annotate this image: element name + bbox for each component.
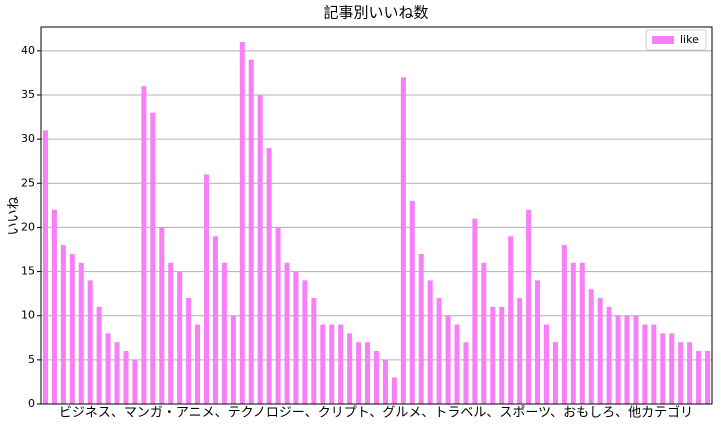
bar — [87, 280, 93, 404]
bar — [552, 342, 558, 404]
bar — [78, 262, 84, 404]
bar — [123, 351, 129, 404]
bar — [69, 253, 75, 404]
bar — [418, 253, 424, 404]
bar — [615, 315, 621, 404]
bar — [669, 333, 675, 404]
bar — [633, 315, 639, 404]
chart-title: 記事別いいね数 — [323, 4, 428, 22]
bar — [687, 342, 693, 404]
bar — [543, 324, 549, 404]
bar — [42, 130, 48, 405]
legend-swatch — [652, 36, 674, 44]
legend-box — [645, 29, 707, 51]
bar — [454, 324, 460, 404]
x-axis-label: ビジネス、マンガ・アニメ、テクノロジー、クリプト、グルメ、トラベル、スポーツ、お… — [59, 405, 693, 421]
bar — [186, 298, 192, 404]
bar — [96, 306, 102, 404]
bar — [347, 333, 353, 404]
bar — [463, 342, 469, 404]
bar — [365, 342, 371, 404]
bar — [266, 147, 272, 405]
bar — [445, 315, 451, 404]
bar — [678, 342, 684, 404]
bar — [275, 227, 281, 404]
bar — [499, 306, 505, 404]
legend-label: like — [680, 33, 699, 46]
bar — [570, 262, 576, 404]
bar — [329, 324, 335, 404]
bar — [132, 359, 138, 404]
bar — [356, 342, 362, 404]
y-tick-label: 35 — [21, 88, 35, 101]
bar — [642, 324, 648, 404]
bar — [535, 280, 541, 404]
y-tick-label: 25 — [21, 176, 35, 189]
bar — [177, 271, 183, 404]
bar — [696, 351, 702, 404]
bar — [624, 315, 630, 404]
bar — [302, 280, 308, 404]
bar — [293, 271, 299, 404]
bar — [373, 351, 380, 404]
plot-frame — [40, 26, 713, 405]
bar — [391, 377, 397, 404]
bar — [105, 333, 111, 404]
bar — [311, 298, 317, 404]
y-tick-label: 0 — [28, 397, 35, 410]
bar — [705, 351, 711, 404]
bar — [141, 86, 147, 404]
bar — [651, 324, 657, 404]
bar — [320, 324, 326, 404]
bar — [159, 227, 165, 404]
bar — [221, 262, 227, 404]
bar — [212, 236, 218, 404]
y-tick-label: 10 — [21, 309, 35, 322]
bar — [400, 77, 406, 404]
bar — [660, 333, 666, 404]
bar — [51, 209, 57, 404]
bar — [204, 174, 210, 404]
bar — [168, 262, 174, 404]
bar — [606, 306, 612, 404]
y-tick-label: 5 — [28, 353, 35, 366]
bar — [508, 236, 514, 404]
y-tick-label: 15 — [21, 265, 35, 278]
bar — [588, 289, 594, 404]
bar — [284, 262, 290, 404]
bar — [409, 200, 415, 404]
bar — [338, 324, 344, 404]
y-tick-label: 30 — [21, 132, 35, 145]
bar — [490, 306, 496, 404]
bar — [561, 245, 567, 404]
y-tick-label: 20 — [21, 220, 35, 233]
bar — [472, 218, 478, 404]
bar — [436, 298, 442, 404]
y-axis-label: いいね — [7, 196, 22, 235]
bar — [597, 298, 603, 404]
bar — [230, 315, 236, 404]
bar — [382, 359, 388, 404]
bar — [517, 298, 523, 404]
bar — [195, 324, 201, 404]
bar — [427, 280, 433, 404]
bar — [60, 245, 66, 404]
bar — [114, 342, 120, 404]
bar — [526, 209, 532, 404]
bar — [257, 94, 263, 404]
bar — [481, 262, 487, 404]
bar — [579, 262, 585, 404]
bar — [150, 112, 156, 404]
y-tick-label: 40 — [21, 44, 35, 57]
bar — [239, 42, 245, 404]
bar — [248, 59, 254, 404]
